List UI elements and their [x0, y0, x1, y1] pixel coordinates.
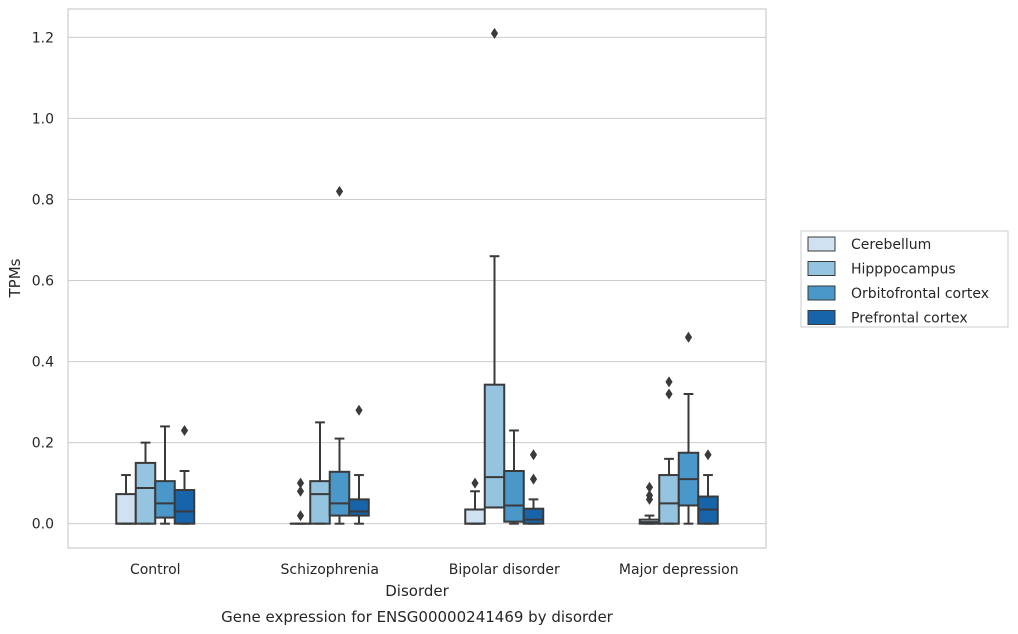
legend-swatch: [807, 236, 836, 252]
x-axis-label: Disorder: [385, 582, 449, 600]
outlier-point: [335, 185, 344, 197]
y-tick-label: 0.6: [32, 274, 54, 290]
box: [522, 507, 545, 525]
x-axis-ticks: Control Schizophrenia Bipolar disorder Majo…: [130, 562, 739, 578]
y-axis-ticks: 0.0 0.2 0.4 0.6 0.8 1.0 1.2: [32, 30, 54, 532]
box: [309, 480, 331, 525]
legend-swatch: [807, 285, 836, 301]
x-tick-label: Major depression: [619, 562, 739, 578]
plot-area-frame: [67, 8, 767, 549]
outlier-point: [645, 493, 654, 505]
legend-label: Orbitofrontal cortex: [851, 286, 989, 302]
legend: Cerebellum Hipppocampus Orbitofrontal cort…: [800, 230, 1009, 328]
y-axis-label: TPMs: [6, 258, 24, 298]
y-tick-label: 0.8: [32, 192, 54, 208]
y-tick-label: 0.2: [32, 436, 54, 452]
y-tick-label: 0.4: [32, 355, 54, 371]
box: [348, 498, 370, 517]
box-plot-series: [115, 27, 719, 525]
outlier-point: [471, 477, 479, 489]
legend-label: Cerebellum: [851, 237, 931, 253]
outlier-point: [296, 510, 305, 522]
x-tick-label: Schizophrenia: [281, 562, 379, 578]
y-tick-label: 1.0: [32, 111, 54, 127]
outlier-point: [684, 331, 693, 343]
outlier-point: [490, 27, 499, 39]
legend-label: Prefrontal cortex: [851, 311, 968, 327]
y-tick-label: 1.2: [32, 30, 54, 46]
box: [328, 470, 351, 517]
outlier-point: [296, 485, 305, 497]
x-tick-label: Bipolar disorder: [449, 562, 560, 578]
outlier-point: [704, 449, 712, 461]
y-tick-label: 0.0: [32, 517, 54, 533]
grid-lines: [68, 36, 766, 525]
outlier-point: [355, 404, 363, 416]
box: [503, 470, 525, 523]
series-orbitofrontal-cortex: [154, 185, 700, 525]
outlier-point: [296, 477, 305, 489]
outlier-point: [645, 481, 654, 493]
series-hipppocampus: [134, 27, 680, 525]
outlier-point: [665, 376, 673, 388]
outlier-point: [529, 449, 538, 461]
legend-swatch: [807, 261, 836, 276]
box: [483, 383, 506, 509]
outlier-point: [529, 473, 538, 485]
outlier-point: [180, 424, 189, 436]
series-prefrontal-cortex: [173, 404, 719, 525]
box: [134, 461, 157, 525]
legend-label: Hipppocampus: [851, 262, 956, 278]
box: [154, 480, 176, 519]
box: [658, 474, 680, 525]
box: [173, 489, 196, 525]
chart-title: Gene expression for ENSG00000241469 by d…: [221, 608, 614, 626]
legend-swatch: [807, 310, 836, 325]
box: [115, 493, 137, 525]
x-tick-label: Control: [130, 562, 181, 578]
box: [464, 508, 486, 525]
series-cerebellum: [115, 474, 661, 525]
outlier-point: [665, 388, 673, 400]
